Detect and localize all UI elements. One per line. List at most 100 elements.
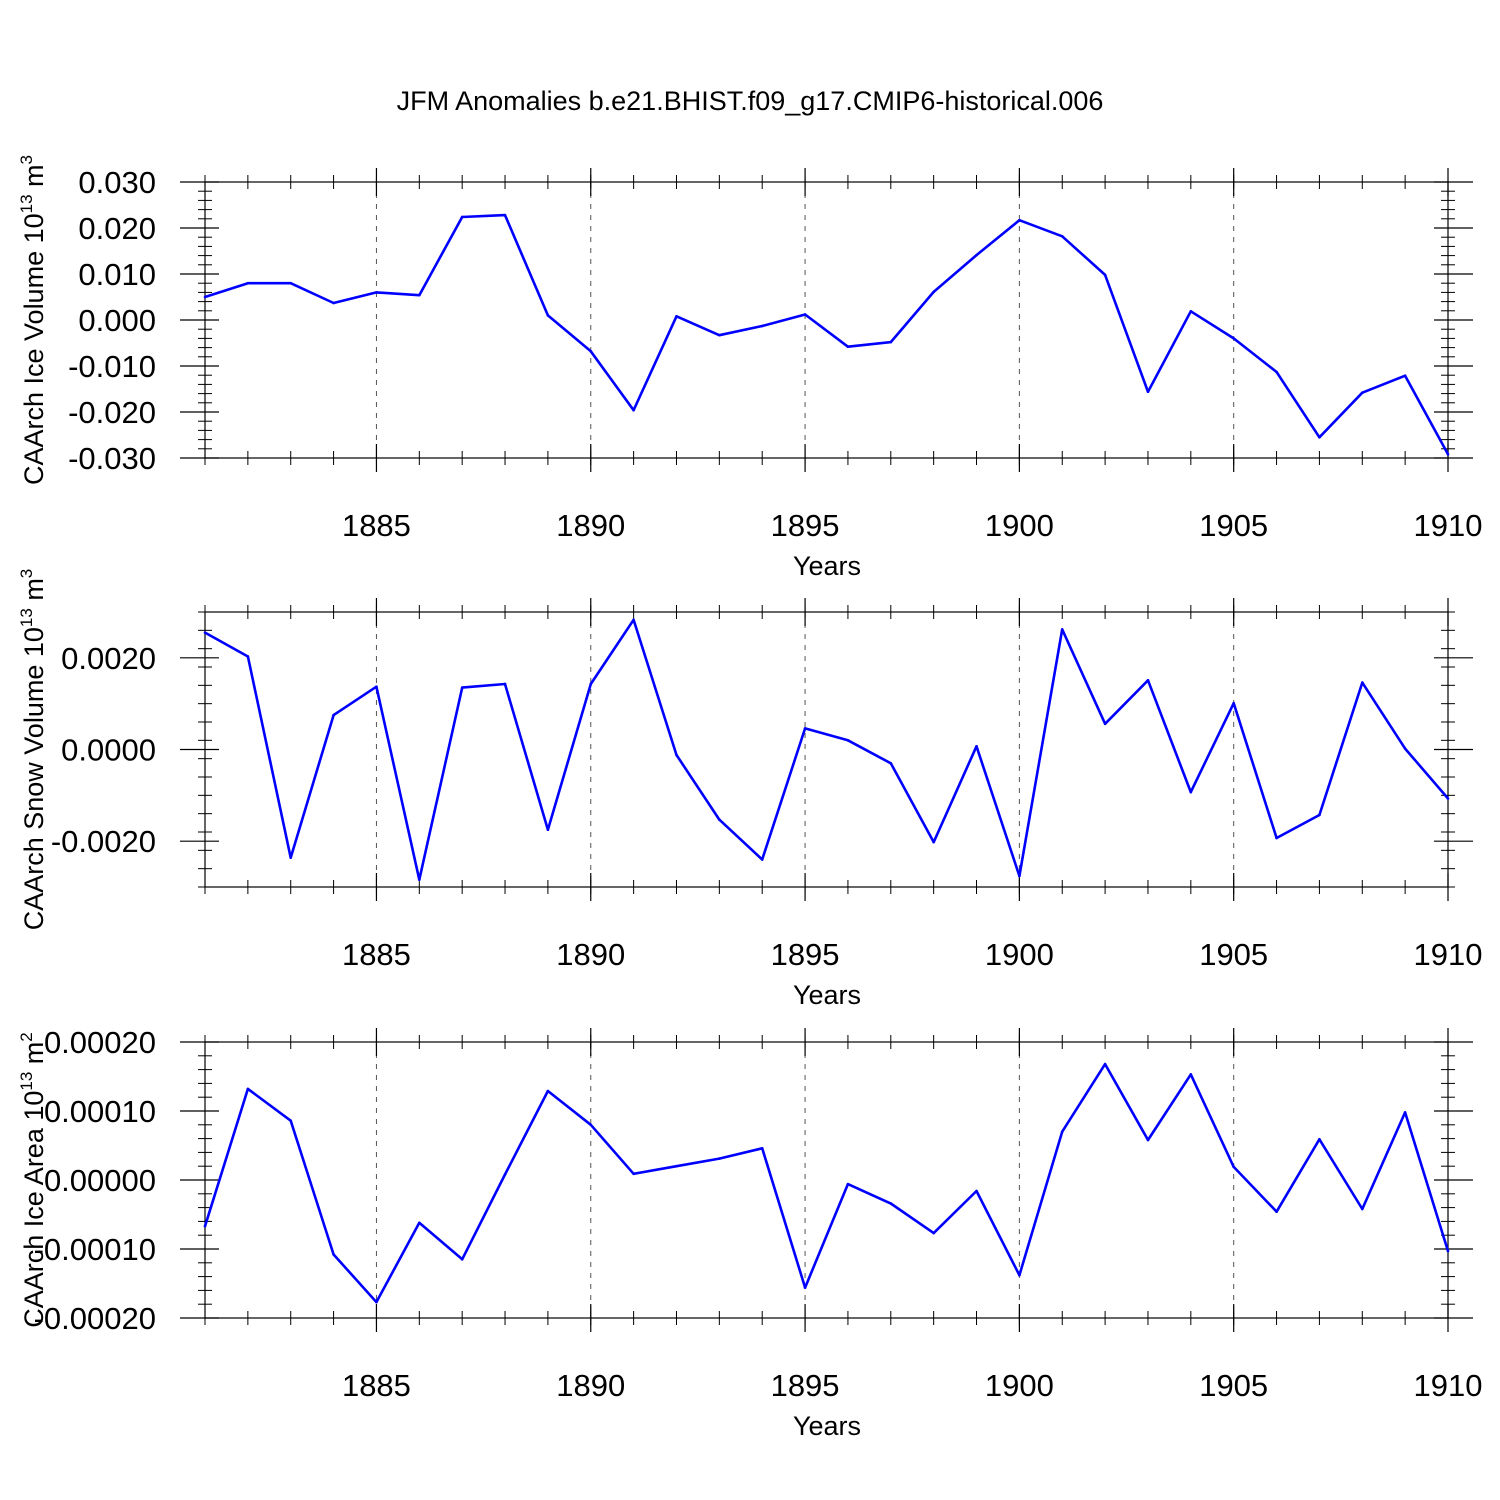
data-point — [718, 333, 721, 337]
y-tick-label: 0.0020 — [61, 641, 156, 676]
data-point — [846, 1182, 850, 1186]
y-tick-label: 0.00010 — [44, 1094, 156, 1129]
x-tick-label: 1890 — [556, 937, 625, 972]
x-tick-label: 1885 — [342, 937, 411, 972]
data-point — [418, 878, 421, 881]
data-point — [803, 727, 807, 730]
data-point — [1275, 836, 1278, 840]
y-axis-label: CAArch Snow Volume 1013 m3 — [17, 569, 49, 931]
y-axis-label-unit: m — [19, 578, 49, 608]
y-axis-label-sup: 13 — [17, 608, 36, 627]
x-tick-label: 1905 — [1199, 1368, 1268, 1403]
x-tick-label: 1895 — [771, 508, 840, 543]
panel-2: -0.0020 0.0000 0.0020 1885 1890 1895 1900 1905 1… — [17, 569, 1482, 1010]
panel-3: -0.00020 -0.00010 0.00000 0.00010 0.00020 188… — [17, 1025, 1482, 1441]
y-axis-label: CAArch Ice Volume 1013 m3 — [17, 155, 49, 485]
data-point — [760, 858, 764, 861]
series-line — [204, 618, 1449, 882]
data-point — [632, 1172, 635, 1176]
x-tick-label: 1910 — [1414, 508, 1483, 543]
data-point — [1189, 790, 1193, 794]
plot-frame — [204, 181, 1449, 459]
y-tick-label: -0.0020 — [51, 824, 156, 859]
data-point — [1018, 1273, 1021, 1277]
data-point — [632, 618, 635, 622]
data-point — [1275, 370, 1278, 374]
data-point — [1103, 1062, 1107, 1066]
data-point — [803, 1286, 807, 1289]
data-point — [846, 345, 850, 348]
data-point — [1446, 1249, 1450, 1253]
y-tick-label: 0.00020 — [44, 1025, 156, 1060]
data-point — [289, 281, 293, 285]
x-tick-label: 1890 — [556, 1368, 625, 1403]
data-point — [1232, 1165, 1235, 1169]
data-point — [1146, 678, 1150, 682]
x-tick-label: 1910 — [1414, 1368, 1483, 1403]
data-point — [1018, 874, 1021, 878]
data-point — [803, 313, 807, 316]
data-point — [589, 349, 593, 353]
data-point — [1018, 218, 1021, 222]
data-point — [546, 828, 550, 832]
data-point — [375, 291, 378, 294]
y-axis-label-main: CAArch Ice Volume 10 — [19, 213, 49, 485]
data-point — [632, 408, 635, 412]
data-point — [932, 290, 935, 294]
data-point — [1403, 374, 1407, 377]
data-point — [589, 682, 593, 686]
data-point — [932, 840, 935, 844]
data-point — [418, 1221, 421, 1225]
x-tick-label: 1890 — [556, 508, 625, 543]
data-point — [589, 1123, 593, 1127]
data-point — [975, 744, 978, 748]
data-point — [203, 631, 207, 634]
x-tick-label: 1885 — [342, 1368, 411, 1403]
y-axis-label-sup: 13 — [17, 1072, 36, 1091]
data-point — [546, 1089, 550, 1093]
data-point — [760, 324, 764, 328]
data-point — [332, 713, 335, 717]
data-point — [889, 340, 893, 344]
series-line — [203, 1062, 1450, 1304]
data-point — [332, 301, 335, 305]
x-tick-label: 1905 — [1199, 937, 1268, 972]
x-axis-label: Years — [793, 1411, 861, 1441]
data-point — [203, 1224, 207, 1228]
y-tick-label: -0.020 — [68, 395, 156, 430]
data-point — [889, 761, 893, 765]
data-point — [932, 1231, 935, 1235]
data-point — [1446, 797, 1450, 800]
data-point — [289, 856, 293, 859]
data-point — [1103, 273, 1107, 277]
data-point — [246, 655, 250, 658]
data-point — [1275, 1210, 1278, 1214]
data-point — [1360, 1207, 1364, 1211]
data-point — [203, 295, 207, 299]
x-axis-label: Years — [793, 551, 861, 581]
data-point — [1060, 1130, 1064, 1133]
data-point — [460, 686, 464, 689]
data-point — [846, 739, 850, 742]
data-point — [1060, 234, 1064, 238]
data-point — [460, 1258, 464, 1261]
data-point — [1446, 453, 1450, 456]
x-tick-label: 1900 — [985, 1368, 1054, 1403]
data-point — [975, 1189, 978, 1193]
data-point — [1360, 681, 1364, 684]
data-point — [675, 315, 678, 318]
chart-title: JFM Anomalies b.e21.BHIST.f09_g17.CMIP6-… — [397, 86, 1104, 116]
y-tick-label: 0.030 — [78, 165, 156, 200]
series-line — [204, 213, 1450, 455]
x-axis-label: Years — [793, 980, 861, 1010]
y-tick-label: 0.00000 — [44, 1163, 156, 1198]
data-point — [1318, 1137, 1321, 1141]
data-point — [675, 753, 678, 757]
y-axis-label-sup: 3 — [17, 569, 36, 578]
data-point — [289, 1119, 293, 1122]
y-tick-label: -0.00010 — [34, 1232, 156, 1267]
data-point — [503, 682, 507, 686]
data-point — [718, 1157, 721, 1160]
data-point — [1189, 1073, 1193, 1076]
